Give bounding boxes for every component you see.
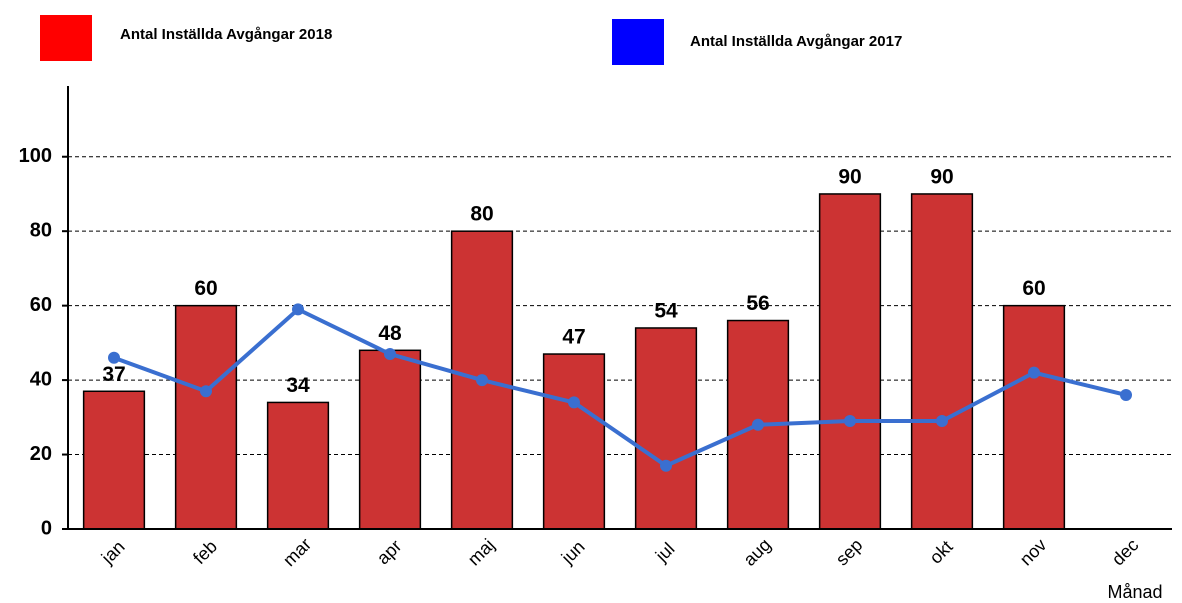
y-tick-label: 0 [41,517,52,539]
bar [82,390,146,530]
bar [542,353,606,530]
line-point [568,396,580,409]
data-label: 80 [470,203,493,226]
data-label: 90 [930,166,953,189]
line-point [844,415,856,428]
bar [818,193,882,530]
y-tick-label: 80 [30,219,52,241]
data-label: 37 [102,363,125,386]
legend-swatch [612,19,664,65]
data-label: 47 [562,326,585,349]
line-point [108,351,120,364]
legend-swatch [40,15,92,61]
x-axis-title: Månad [1107,582,1162,602]
data-label: 48 [378,322,402,345]
legend-label: Antal Inställda Avgångar 2017 [690,33,902,50]
x-tick-label: jan [97,537,129,569]
line-point [660,459,672,472]
x-tick-label: jul [651,539,679,567]
x-tick-label: mar [279,534,315,570]
data-label: 54 [654,300,678,323]
line-point [1028,366,1040,379]
x-tick-label: jun [557,537,589,569]
line [113,306,1127,468]
bar [358,349,422,530]
x-tick-label: maj [464,535,499,570]
data-label: 90 [838,166,861,189]
bar [266,401,330,530]
line-point [384,348,396,361]
y-tick-label: 20 [30,443,52,465]
bar [634,327,698,530]
legend-label: Antal Inställda Avgångar 2018 [120,26,332,43]
y-tick-label: 100 [19,145,52,167]
line-point [200,385,212,398]
bar [910,193,974,530]
data-label: 60 [194,277,217,300]
bar [174,304,238,530]
x-tick-label: aug [739,534,774,569]
x-tick-label: okt [926,537,957,568]
x-tick-label: sep [832,535,867,570]
y-tick-label: 60 [30,294,52,316]
x-tick-label: feb [189,536,221,568]
data-label: 34 [286,374,310,397]
line-point [292,303,304,316]
data-label: 60 [1022,277,1045,300]
line-point [936,415,948,428]
line-point [752,418,764,431]
data-label: 56 [746,292,769,315]
bar [1002,304,1066,530]
line-point [476,374,488,387]
x-tick-label: apr [373,536,406,569]
y-tick-label: 40 [30,368,52,390]
x-tick-label: nov [1016,535,1051,570]
x-tick-label: dec [1108,535,1143,570]
line-point [1120,388,1132,401]
